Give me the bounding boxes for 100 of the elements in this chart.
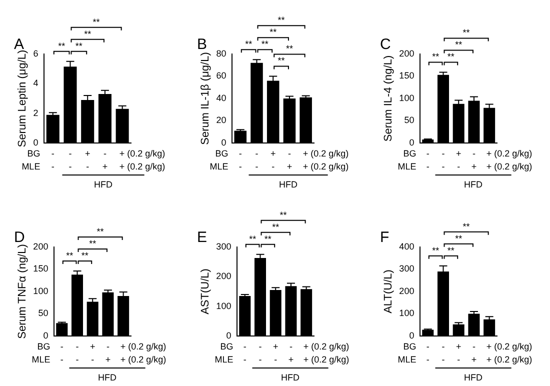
annotation: ** <box>66 250 74 261</box>
text: - <box>238 161 242 172</box>
text: + (0.2 g/kg) <box>303 354 350 364</box>
text: ** <box>264 234 272 244</box>
text: ** <box>278 15 286 26</box>
annotation: ** <box>81 250 89 261</box>
text: - <box>274 354 278 364</box>
text: - <box>60 341 64 352</box>
text: ** <box>92 16 100 27</box>
text: - <box>442 341 445 352</box>
text: - <box>258 354 262 364</box>
y-tick-label: 60 <box>216 70 226 81</box>
text: - <box>68 161 72 172</box>
text: + <box>272 341 278 352</box>
text: + <box>84 148 90 158</box>
text: - <box>238 148 242 158</box>
text: - <box>51 161 54 172</box>
text: MLE <box>210 161 228 172</box>
y-tick-label: 200 <box>216 271 232 282</box>
y-tick-label: 100 <box>399 308 414 318</box>
text: - <box>103 148 106 158</box>
text: - <box>442 354 445 364</box>
text: MLE <box>398 161 416 172</box>
y-axis-title: Serum TNFα (ng/L) <box>16 244 29 339</box>
text: - <box>243 354 246 364</box>
y-tick-label: 4 <box>33 78 38 88</box>
text: ** <box>462 221 470 232</box>
text: ** <box>272 222 280 232</box>
text: - <box>60 354 64 364</box>
y-tick-label: 100 <box>399 92 414 103</box>
y-tick-label: 150 <box>33 264 48 274</box>
text: + (0.2 g/kg) <box>120 354 166 364</box>
annotation: ** <box>432 52 440 62</box>
text: - <box>472 341 476 352</box>
annotation: ** <box>447 52 455 62</box>
chart-title: E <box>197 229 208 246</box>
chart-title: C <box>380 36 391 54</box>
text: + (0.2 g/kg) <box>303 341 350 352</box>
text: - <box>76 341 79 352</box>
text: + <box>471 354 477 364</box>
text: ** <box>455 40 463 50</box>
text: + (0.2 g/kg) <box>302 161 349 172</box>
y-tick-label: 200 <box>399 286 414 296</box>
text: HFD <box>279 179 298 190</box>
text: - <box>106 341 110 352</box>
y-tick-label: 300 <box>216 241 232 252</box>
text: BG <box>37 341 50 352</box>
text: - <box>426 148 430 158</box>
text: - <box>258 341 262 352</box>
text: - <box>457 354 460 364</box>
y-tick-label: 200 <box>33 241 48 252</box>
text: ** <box>462 28 470 38</box>
text: ** <box>75 40 83 51</box>
text: ** <box>58 40 66 51</box>
y-axis-title: Serum IL-4 (ng/L) <box>382 55 395 142</box>
text: - <box>457 161 460 172</box>
text: HFD <box>464 179 484 190</box>
y-tick-label: 200 <box>399 48 414 58</box>
annotation: ** <box>286 44 294 54</box>
text: - <box>255 161 258 172</box>
annotation: ** <box>447 245 455 256</box>
y-tick-label: 6 <box>33 48 38 58</box>
y-tick-label: 50 <box>38 308 48 318</box>
text: + (0.2 g/kg) <box>486 148 532 158</box>
y-axis-title: ALT(U/L) <box>382 270 395 314</box>
text: BG <box>220 341 234 352</box>
text: - <box>255 148 258 158</box>
text: - <box>442 161 445 172</box>
chart-title: F <box>380 229 390 246</box>
annotation: ** <box>432 245 440 256</box>
y-tick-label: 300 <box>399 264 414 274</box>
text: - <box>68 148 72 158</box>
y-tick-label: 400 <box>399 241 414 252</box>
text: + (0.2 g/kg) <box>486 341 532 352</box>
text: - <box>272 161 275 172</box>
text: MLE <box>214 354 234 364</box>
y-tick-label: 20 <box>216 115 226 126</box>
text: HFD <box>94 179 114 190</box>
text: - <box>243 341 246 352</box>
text: ** <box>270 27 278 38</box>
annotation: ** <box>278 56 286 66</box>
text: ** <box>245 39 253 50</box>
text: ** <box>84 28 92 39</box>
y-tick-label: 0 <box>409 137 414 148</box>
y-tick-label: 80 <box>216 48 226 58</box>
text: - <box>91 354 94 364</box>
text: - <box>426 354 430 364</box>
text: ** <box>455 233 463 244</box>
y-tick-label: 100 <box>216 300 232 311</box>
text: - <box>86 161 90 172</box>
y-tick-label: 0 <box>226 330 232 340</box>
text: - <box>426 341 430 352</box>
y-tick-label: 0 <box>43 330 48 340</box>
text: + (0.2 g/kg) <box>120 341 166 352</box>
text: + (0.2 g/kg) <box>119 161 166 172</box>
y-tick-label: 50 <box>404 115 414 126</box>
text: + <box>286 161 292 172</box>
text: ** <box>249 234 257 244</box>
text: MLE <box>32 354 50 364</box>
y-tick-label: 40 <box>216 92 226 103</box>
